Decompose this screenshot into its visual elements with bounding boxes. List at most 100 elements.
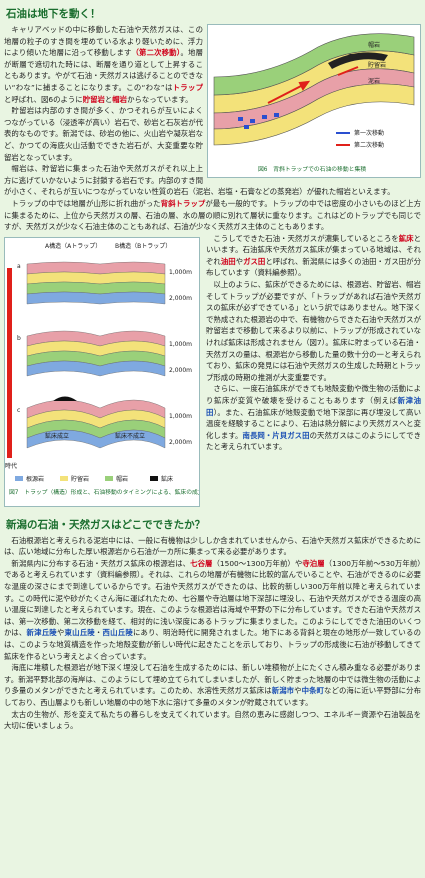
highlight: 新津丘陵 (26, 628, 57, 638)
highlight: 鉱床 (398, 233, 414, 243)
highlight: 油田 (220, 256, 236, 266)
text-run: や (235, 256, 244, 266)
legend-swatch (60, 475, 68, 481)
figure-label: 鉱床不成立 (115, 432, 145, 440)
text-run: キャリアベッドの中に移動した石油や天然ガスは、この地層の粒子のすき間を埋めている… (4, 25, 203, 58)
figure-label: B構造（Bトラップ） (115, 242, 171, 250)
text-run: 。地層が断層で遮切れた時には、断層を通り道として上昇することもあります。やがて石… (4, 48, 203, 92)
text-run: （1300万年前～530万年前）であると考えられています（資料編参照）。それは、… (4, 558, 421, 638)
text-run: が最も一般的です。トラップの中では密度の小さいものほど上方に集まるために、上位か… (4, 198, 421, 232)
highlight: 新潟市 (271, 686, 295, 696)
highlight: 西山丘陵 (102, 628, 133, 638)
highlight: （第二次移動） (131, 48, 181, 58)
legend-label: 貯留岩 (71, 475, 89, 483)
highlight: 貯留岩 (82, 94, 105, 104)
section-title: 新潟の石油・天然ガスはどこでできたか？ (6, 518, 206, 531)
figure-label: 貯留岩 (368, 61, 386, 69)
text-run: 貯留岩は内部のすき間が多く、かつそれらが互いによくつながっている（浸透率が高い）… (4, 106, 203, 162)
figure-label: 帽岩 (368, 41, 380, 49)
depth-label: 1,000m (169, 269, 192, 276)
highlight: 七谷層 (190, 558, 213, 568)
figure-6: 帽岩 貯留岩 泥岩 石油 第一次移動 第二次移動 図6 背斜トラップでの石油の移… (207, 24, 421, 178)
highlight: 中条町 (301, 686, 325, 696)
stage-label: c (17, 407, 20, 414)
text-run: こうしてできた石油・天然ガスが濃集しているところを (213, 233, 399, 243)
text-run: と呼ばれ、図6のように (4, 94, 83, 104)
figure-label: 泥岩 (368, 77, 380, 85)
text-run: と呼ばれ、新潟県には多くの油田・ガス田が分布しています（資料編参照）。 (206, 256, 421, 278)
legend-label: 帽岩 (116, 475, 128, 483)
depth-label: 1,000m (169, 341, 192, 348)
stage-label: a (17, 263, 21, 270)
text-run: といいます。石油鉱床や天然ガス鉱床が集まっている地域は、それぞれ (206, 233, 421, 266)
text-run: からなっています。 (127, 94, 193, 104)
figure-label: 時代 (5, 462, 17, 470)
text-run: や (294, 686, 302, 696)
text-run: などの海に近い平野部に分布しており、西山層よりも新しい地層の中の地下水に溶けて多… (4, 686, 421, 707)
section-2: 新潟の石油・天然ガスはどこでできたか？ 石油根源岩と考えられる泥岩中には、一般に… (4, 509, 421, 732)
paragraphs: 石油根源岩と考えられる泥岩中には、一般に有機物は少ししか含まれていませんから、石… (4, 535, 421, 732)
text-run: や (56, 628, 65, 638)
legend-label: 鉱床 (161, 475, 173, 483)
text-run: 帽岩は、貯留岩に集まった石油や天然ガスがそれ以上上方に逃げていかないように封鎖す… (4, 164, 395, 197)
highlight: トラップ (172, 82, 203, 92)
text-run: 以上のように、鉱床ができるためには、根源岩、貯留岩、帽岩そしてトラップが必要です… (206, 280, 421, 382)
legend-swatch (150, 475, 158, 481)
section-1: 石油は地下を動く！ 帽岩 貯留岩 泥岩 石油 第一次移動 第二次移動 図6 背斜… (4, 6, 421, 507)
figure-label: 鉱床成立 (45, 432, 69, 440)
paragraph: 海底に堆積した根源岩が地下深く埋没して石油を生成するためには、新しい堆積物が上に… (4, 662, 421, 708)
legend-label: 第一次移動 (354, 129, 384, 137)
text-run: 太古の生物が、形を変えて私たちの暮らしを支えてくれています。自然の恵みに感謝しつ… (4, 709, 421, 731)
text-run: 新潟県内に分布する石油・天然ガス鉱床の根源岩は、 (11, 558, 191, 568)
figure-caption: 図7 トラップ（構造）形成と、石油移動のタイミングによる、鉱床の成立・非成立 (9, 488, 200, 496)
text-run: さらに、一度石油鉱床ができても地殻変動や微生物の活動により鉱床が変質や破壊を受け… (206, 384, 421, 405)
highlight: 南長岡・片貝ガス田 (242, 430, 310, 440)
paragraph: 貯留岩は内部のすき間が多く、かつそれらが互いによくつながっている（浸透率が高い）… (4, 105, 421, 163)
depth-label: 1,000m (169, 413, 192, 420)
paragraph: こうしてできた石油・天然ガスが濃集しているところを鉱床といいます。石油鉱床や天然… (4, 233, 421, 279)
page: 石油は地下を動く！ 帽岩 貯留岩 泥岩 石油 第一次移動 第二次移動 図6 背斜… (0, 4, 425, 878)
legend-swatch (15, 475, 23, 481)
depth-label: 2,000m (169, 367, 192, 374)
paragraphs: キャリアベッドの中に移動した石油や天然ガスは、この地層の粒子のすき間を埋めている… (4, 24, 421, 507)
paragraph: 以上のように、鉱床ができるためには、根源岩、貯留岩、帽岩そしてトラップが必要です… (4, 279, 421, 383)
depth-label: 2,000m (169, 439, 192, 446)
figure-label: A構造（Aトラップ） (45, 242, 101, 250)
stratum (26, 360, 166, 376)
legend-label: 第二次移動 (354, 141, 384, 149)
deposit (53, 396, 77, 401)
paragraph: さらに、一度石油鉱床ができても地殻変動や微生物の活動により鉱床が変質や破壊を受け… (4, 383, 421, 453)
paragraph: キャリアベッドの中に移動した石油や天然ガスは、この地層の粒子のすき間を埋めている… (4, 24, 421, 105)
paragraph: 石油根源岩と考えられる泥岩中には、一般に有機物は少ししか含まれていませんから、石… (4, 535, 421, 558)
text-run: ）。また、石油鉱床が地殻変動で地下深部に再び埋没して高い温度を経験することにより… (206, 407, 421, 440)
text-run: ・ (94, 628, 103, 638)
text-run: の天然ガスはこのようにしてできたと考えられています。 (206, 430, 421, 452)
stratum (26, 291, 166, 304)
highlight: 背斜トラップ (160, 198, 206, 208)
highlight: 帽岩 (112, 94, 128, 104)
section-title: 石油は地下を動く！ (6, 8, 101, 20)
legend-label: 根源岩 (26, 475, 44, 483)
highlight: ガス田 (243, 256, 266, 266)
figure-label: 石油 (348, 53, 360, 61)
paragraph: 太古の生物が、形を変えて私たちの暮らしを支えてくれています。自然の恵みに感謝しつ… (4, 709, 421, 732)
text-run: 海底に堆積した根源岩が地下深く埋没して石油を生成するためには、新しい堆積物が上に… (4, 663, 421, 696)
text-run: 石油根源岩と考えられる泥岩中には、一般に有機物は少ししか含まれていませんから、石… (4, 535, 421, 557)
highlight: 東山丘陵 (64, 628, 95, 638)
text-run: （1500～1300万年前）や (212, 558, 303, 568)
highlight: 寺泊層 (302, 558, 325, 568)
text-run: トラップの中では地層が山形に折れ曲がった (11, 198, 161, 208)
highlight: 新津油田 (206, 396, 421, 417)
figure-7: A構造（Aトラップ） B構造（Bトラップ） a 1,000m 2,000m b 1,000m… (4, 236, 200, 507)
text-run: にあり、明治時代に開発されました。地下にある背斜と現在の地形が一致しているのは、… (4, 628, 421, 661)
figure-caption: 図6 背斜トラップでの石油の移動と集積 (258, 165, 366, 173)
document: 石油は地下を動く！ 帽岩 貯留岩 泥岩 石油 第一次移動 第二次移動 図6 背斜… (4, 4, 421, 870)
time-arrow (7, 267, 12, 458)
paragraph: トラップの中では地層が山形に折れ曲がった背斜トラップが最も一般的です。トラップの… (4, 198, 421, 233)
stratum (26, 429, 166, 449)
legend-swatch (105, 475, 113, 481)
stage-label: b (17, 335, 21, 342)
depth-label: 2,000m (169, 295, 192, 302)
paragraph: 新潟県内に分布する石油・天然ガス鉱床の根源岩は、七谷層（1500～1300万年前… (4, 558, 421, 662)
text-run: と (104, 94, 113, 104)
